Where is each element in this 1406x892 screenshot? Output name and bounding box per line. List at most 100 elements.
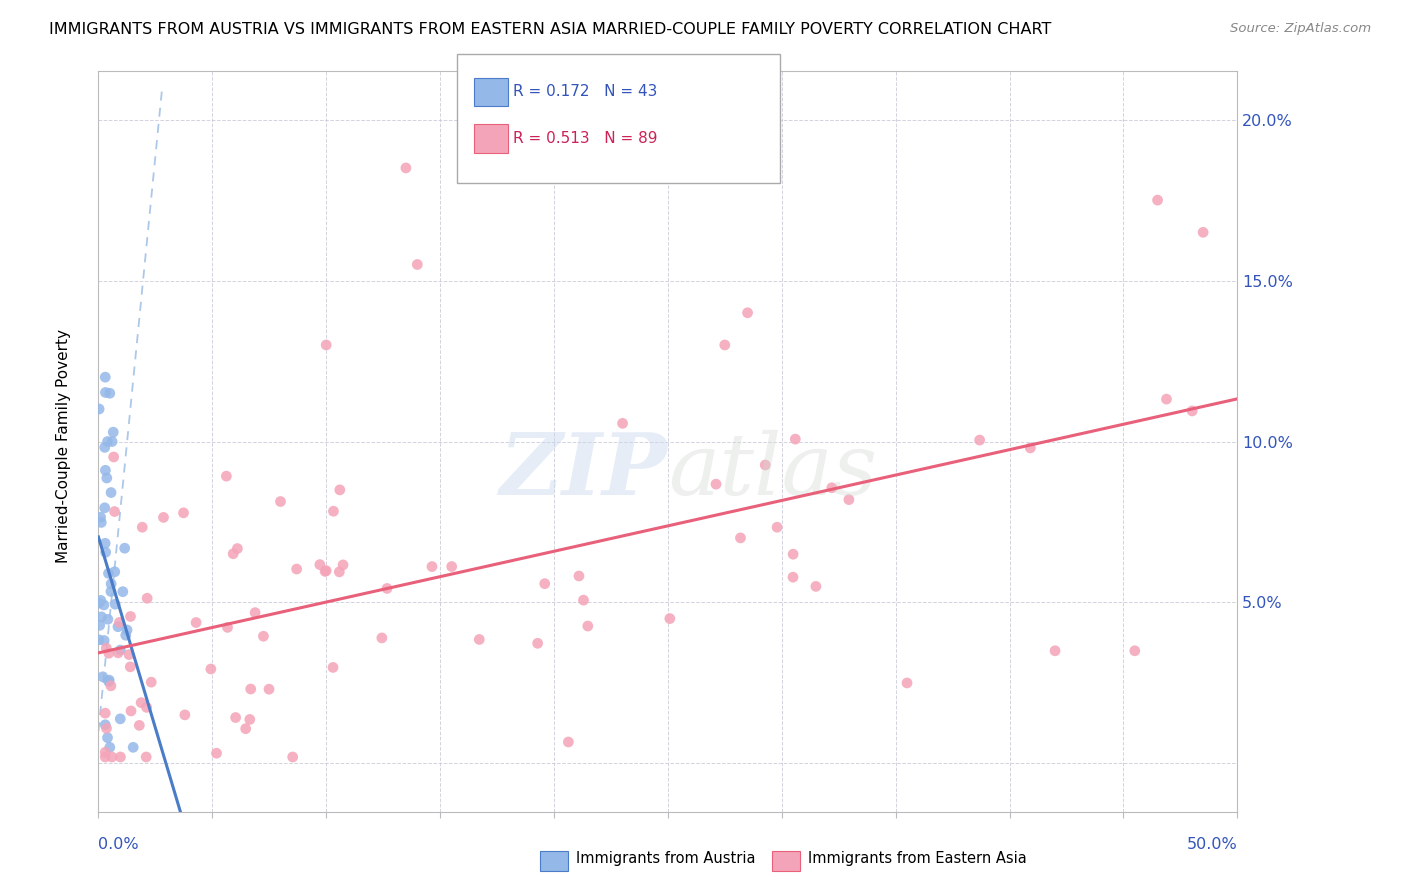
Point bbox=[129, 696, 152, 710]
Point bbox=[107, 646, 129, 660]
Point bbox=[714, 338, 737, 352]
Point bbox=[104, 565, 127, 579]
Point bbox=[90, 510, 112, 524]
Point bbox=[468, 632, 491, 647]
Point bbox=[118, 648, 141, 662]
Point bbox=[420, 559, 443, 574]
Point bbox=[100, 577, 122, 591]
Point bbox=[440, 559, 463, 574]
Point bbox=[110, 643, 132, 657]
Point bbox=[91, 670, 114, 684]
Point bbox=[110, 750, 132, 764]
Point bbox=[1123, 644, 1146, 658]
Point bbox=[87, 632, 110, 647]
Point bbox=[782, 570, 804, 584]
Point bbox=[104, 597, 127, 611]
Point bbox=[332, 558, 354, 572]
Point bbox=[101, 750, 124, 764]
Point bbox=[131, 520, 153, 534]
Point bbox=[96, 722, 118, 736]
Point bbox=[315, 564, 337, 578]
Text: Immigrants from Eastern Asia: Immigrants from Eastern Asia bbox=[808, 851, 1028, 865]
Point bbox=[173, 707, 195, 722]
Point bbox=[322, 504, 344, 518]
Point bbox=[838, 492, 860, 507]
Point bbox=[94, 370, 117, 384]
Point bbox=[94, 545, 117, 559]
Point bbox=[239, 681, 262, 696]
Point bbox=[152, 510, 174, 524]
Point bbox=[285, 562, 308, 576]
Point bbox=[96, 731, 118, 745]
Point bbox=[136, 591, 159, 606]
Point bbox=[533, 576, 555, 591]
Point bbox=[658, 611, 681, 625]
Point bbox=[120, 704, 142, 718]
Point bbox=[98, 673, 121, 687]
Point bbox=[98, 386, 121, 401]
Point bbox=[141, 675, 163, 690]
Point bbox=[309, 558, 332, 572]
Point bbox=[205, 746, 228, 760]
Point bbox=[90, 516, 112, 530]
Point bbox=[1043, 644, 1066, 658]
Point bbox=[96, 641, 118, 656]
Point bbox=[315, 338, 337, 352]
Point bbox=[612, 417, 634, 431]
Point bbox=[115, 623, 138, 637]
Point bbox=[252, 629, 274, 643]
Point bbox=[108, 615, 131, 630]
Point bbox=[395, 161, 418, 175]
Point bbox=[101, 434, 124, 449]
Point bbox=[1156, 392, 1178, 406]
Point bbox=[94, 750, 117, 764]
Point bbox=[754, 458, 776, 472]
Point bbox=[235, 722, 257, 736]
Point bbox=[103, 450, 125, 464]
Text: R = 0.172   N = 43: R = 0.172 N = 43 bbox=[513, 85, 658, 99]
Point bbox=[94, 706, 117, 721]
Point bbox=[215, 469, 238, 483]
Point bbox=[896, 676, 918, 690]
Point bbox=[87, 596, 110, 610]
Point bbox=[96, 434, 118, 449]
Point bbox=[128, 718, 150, 732]
Point bbox=[1146, 193, 1168, 207]
Point bbox=[135, 750, 157, 764]
Point bbox=[87, 402, 110, 417]
Point bbox=[94, 441, 117, 455]
Point bbox=[94, 463, 117, 477]
Point bbox=[281, 750, 304, 764]
Point bbox=[96, 471, 118, 485]
Point bbox=[94, 745, 117, 759]
Point bbox=[94, 536, 117, 550]
Point bbox=[1192, 225, 1215, 239]
Point bbox=[90, 593, 112, 607]
Point bbox=[314, 565, 336, 579]
Point bbox=[103, 505, 125, 519]
Point bbox=[225, 710, 247, 724]
Point bbox=[329, 483, 352, 497]
Point bbox=[526, 636, 548, 650]
Point bbox=[257, 682, 280, 697]
Point bbox=[572, 593, 595, 607]
Point bbox=[93, 633, 115, 648]
Point bbox=[217, 620, 239, 634]
Point bbox=[1181, 404, 1204, 418]
Point bbox=[90, 610, 112, 624]
Point bbox=[110, 712, 132, 726]
Point bbox=[103, 425, 125, 440]
Point bbox=[114, 541, 136, 556]
Point bbox=[557, 735, 579, 749]
Point bbox=[782, 547, 804, 561]
Point bbox=[821, 481, 844, 495]
Point bbox=[98, 740, 121, 755]
Point bbox=[107, 620, 129, 634]
Point bbox=[371, 631, 394, 645]
Point bbox=[322, 660, 344, 674]
Point bbox=[200, 662, 222, 676]
Point bbox=[97, 612, 120, 626]
Point bbox=[111, 584, 134, 599]
Point bbox=[100, 485, 122, 500]
Point bbox=[704, 477, 727, 491]
